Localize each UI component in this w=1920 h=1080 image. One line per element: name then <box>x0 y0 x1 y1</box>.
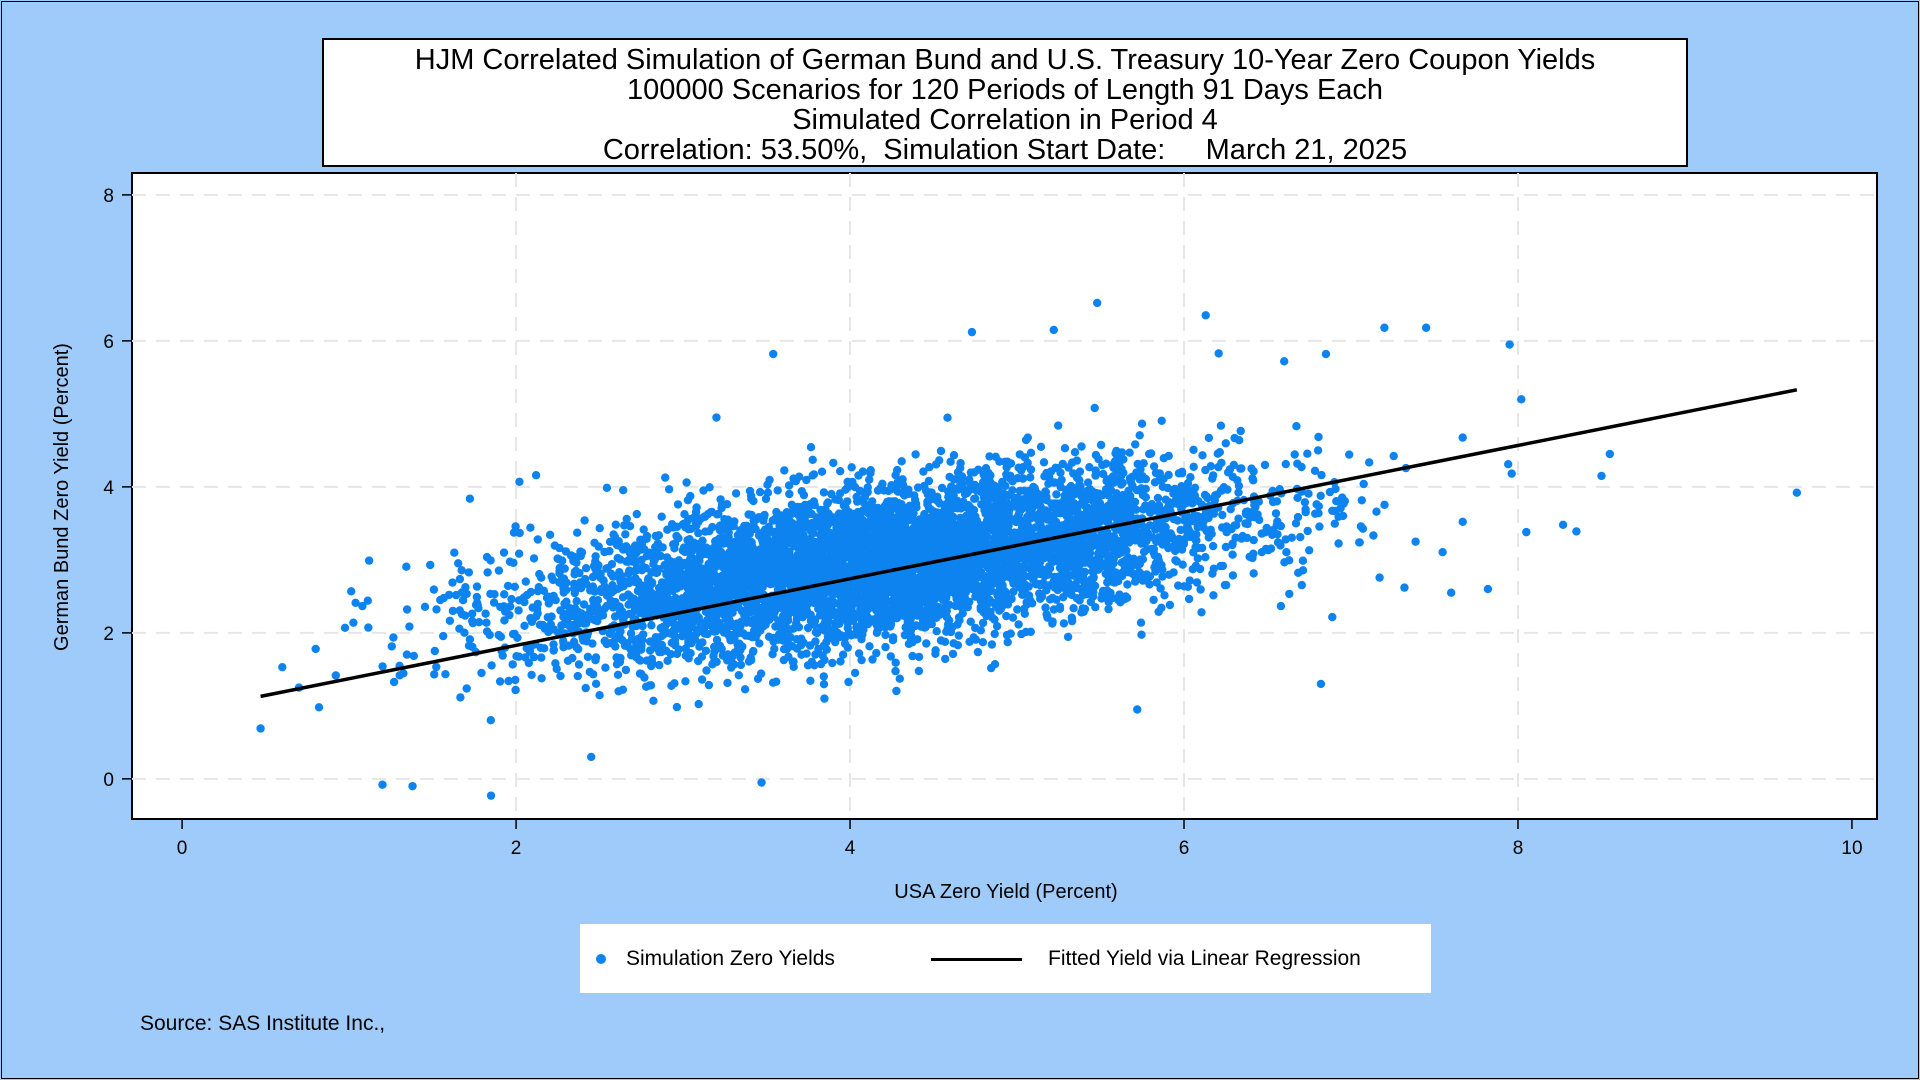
scatter-point <box>1572 527 1581 536</box>
scatter-point <box>1133 705 1142 714</box>
y-tick-label: 4 <box>103 478 114 499</box>
scatter-point <box>1400 583 1409 592</box>
chart-title-line-4: Correlation: 53.50%, Simulation Start Da… <box>602 134 1408 166</box>
scatter-point <box>1522 527 1531 537</box>
chart-title-line-3: Simulated Correlation in Period 4 <box>792 104 1218 136</box>
scatter-point <box>1792 488 1802 497</box>
scatter-point <box>712 413 721 422</box>
scatter-point <box>1446 588 1456 597</box>
scatter-point <box>1280 357 1289 366</box>
scatter-point <box>364 556 374 565</box>
scatter-point <box>1517 395 1526 404</box>
axes: 0 2 4 6 8 10 0 2 4 6 8 <box>103 186 1862 859</box>
y-tick-label: 6 <box>103 332 114 353</box>
scatter-point <box>1505 340 1514 349</box>
scatter-points <box>256 298 1802 800</box>
scatter-point <box>278 662 287 672</box>
scatter-point <box>1558 520 1568 530</box>
legend-item-line: Fitted Yield via Linear Regression <box>931 947 1361 971</box>
scatter-point <box>1380 323 1389 332</box>
regression-line-layer <box>260 388 1798 699</box>
chart-title-line-1: HJM Correlated Simulation of German Bund… <box>414 44 1596 76</box>
regression-line <box>260 388 1798 699</box>
legend-label-line: Fitted Yield via Linear Regression <box>1048 947 1361 970</box>
scatter-point <box>256 724 265 733</box>
legend: Simulation Zero Yields Fitted Yield via … <box>580 924 1431 993</box>
scatter-point <box>378 780 387 789</box>
scatter-point <box>1092 298 1102 308</box>
scatter-point <box>515 477 524 486</box>
scatter-point <box>757 778 766 787</box>
x-tick-label: 6 <box>1179 838 1190 859</box>
y-tick-label: 0 <box>103 770 114 791</box>
x-axis-label: USA Zero Yield (Percent) <box>894 881 1117 903</box>
x-tick-label: 8 <box>1513 838 1524 859</box>
scatter-point-cloud <box>331 349 1516 725</box>
scatter-point <box>1201 311 1210 320</box>
scatter-point <box>311 644 320 654</box>
y-axis-label: German Bund Zero Yield (Percent) <box>51 343 73 651</box>
y-tick-label: 2 <box>103 624 114 645</box>
legend-item-scatter: Simulation Zero Yields <box>596 947 835 971</box>
scatter-point <box>1597 471 1606 481</box>
scatter-point <box>1321 349 1331 359</box>
scatter-point <box>1316 679 1326 689</box>
chart-title-line-2: 100000 Scenarios for 120 Periods of Leng… <box>626 74 1384 106</box>
legend-label-scatter: Simulation Zero Yields <box>626 947 835 970</box>
scatter-point <box>587 752 596 762</box>
source-note: Source: SAS Institute Inc., <box>140 1012 386 1035</box>
x-tick-label: 10 <box>1841 838 1862 859</box>
scatter-point <box>314 703 324 712</box>
x-tick-label: 2 <box>511 838 522 859</box>
scatter-point <box>1421 323 1431 332</box>
legend-line-icon <box>931 957 1022 961</box>
scatter-point <box>1049 325 1058 335</box>
chart-title-box: HJM Correlated Simulation of German Bund… <box>322 38 1688 167</box>
scatter-point <box>1483 584 1493 594</box>
scatter-point <box>769 349 778 359</box>
legend-dot-icon <box>596 954 606 964</box>
x-tick-label: 4 <box>845 838 856 859</box>
scatter-point <box>486 791 496 800</box>
y-tick-label: 8 <box>103 186 114 207</box>
x-tick-label: 0 <box>177 838 188 859</box>
scatter-point <box>1605 449 1615 459</box>
scatter-point <box>408 781 417 791</box>
scatter-point <box>967 327 977 337</box>
